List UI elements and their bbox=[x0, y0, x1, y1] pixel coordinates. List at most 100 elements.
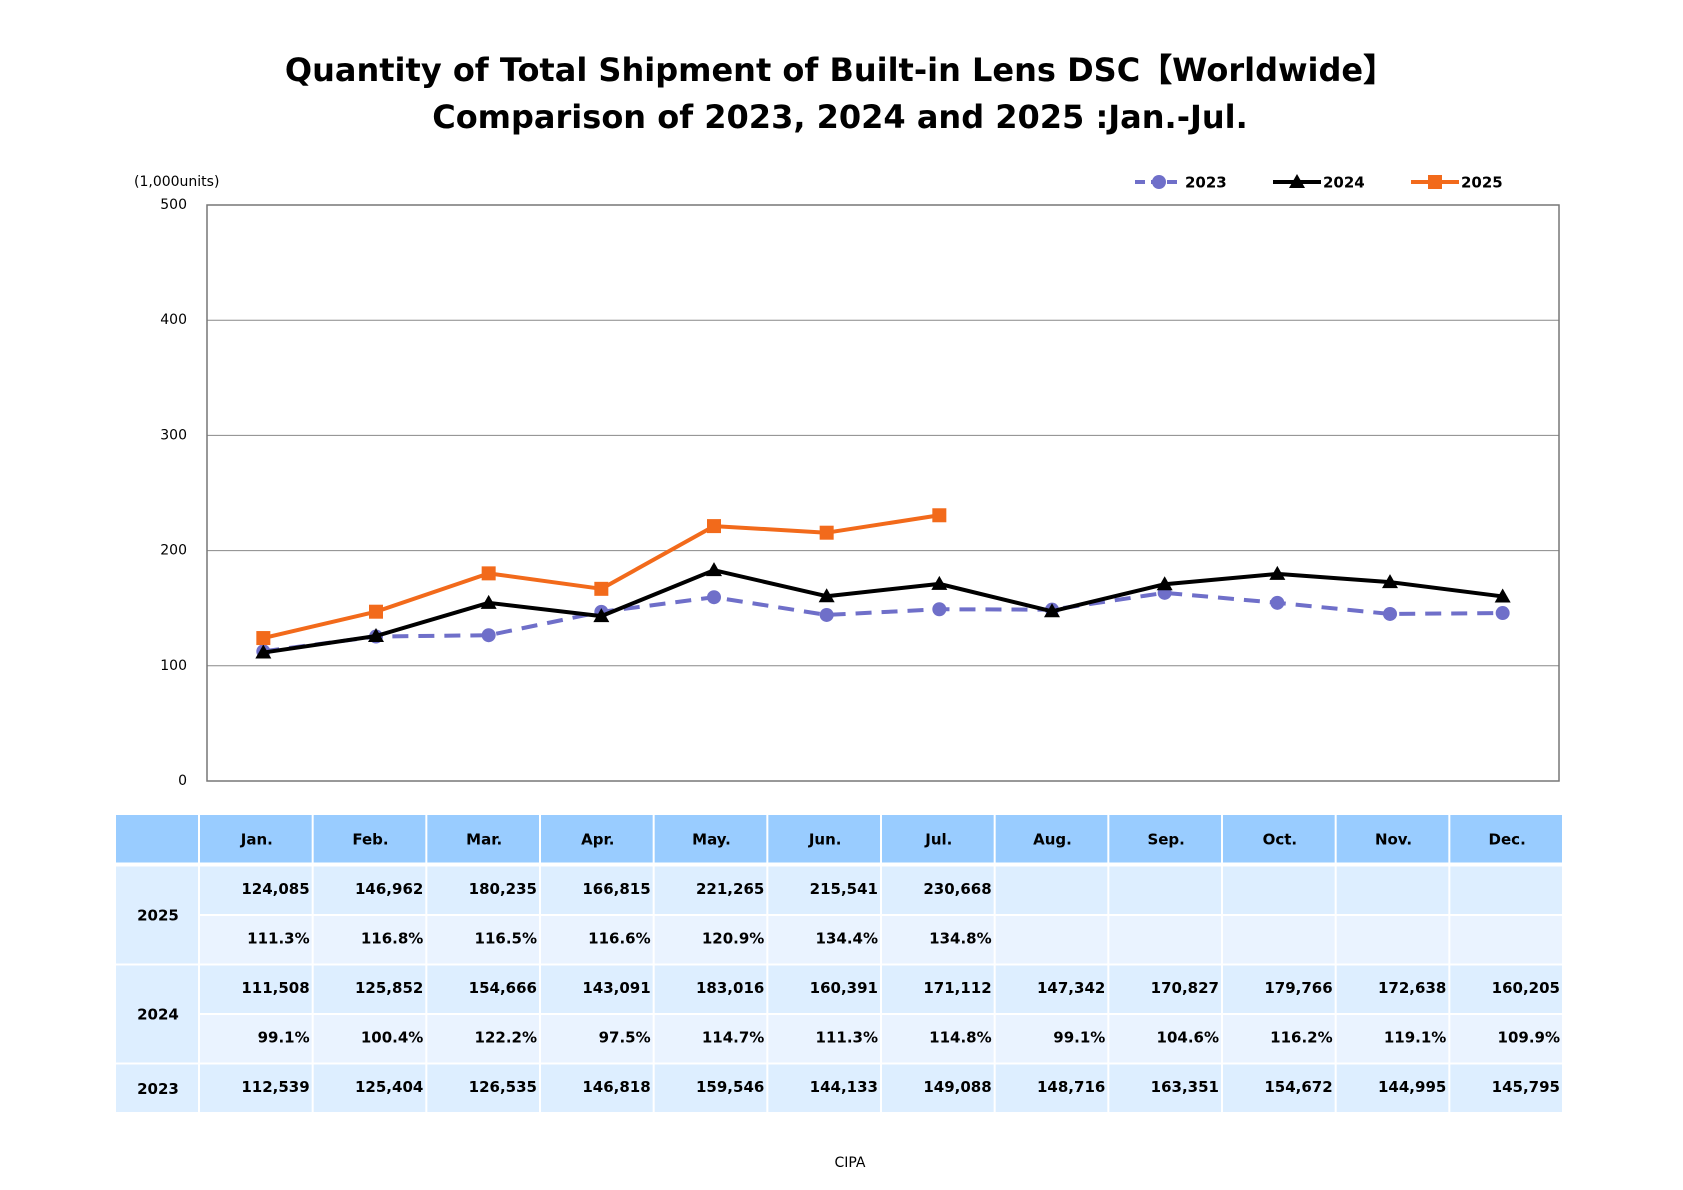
legend-label: 2025 bbox=[1461, 174, 1503, 192]
table-cell bbox=[313, 965, 426, 1013]
data-point bbox=[1495, 606, 1510, 621]
data-point bbox=[1383, 606, 1397, 621]
table-header-label: Feb. bbox=[352, 830, 388, 848]
table-cell bbox=[1450, 1064, 1562, 1112]
table-cell bbox=[1223, 1015, 1335, 1063]
table-cell bbox=[200, 916, 312, 964]
table-row-label: 2025 bbox=[137, 907, 179, 925]
table-cell bbox=[995, 1064, 1108, 1112]
table-value: 104.6% bbox=[1157, 1028, 1219, 1046]
table-cell bbox=[541, 965, 653, 1013]
table-value: 119.1% bbox=[1384, 1028, 1446, 1046]
table-header-cell bbox=[427, 815, 539, 863]
y-tick-label: 0 bbox=[178, 773, 187, 789]
data-point bbox=[819, 607, 834, 622]
table-value: 134.8% bbox=[929, 929, 991, 947]
table-cell bbox=[1450, 965, 1562, 1013]
table-cell bbox=[882, 866, 994, 914]
y-tick-label: 400 bbox=[160, 312, 187, 328]
table-value: 112,539 bbox=[241, 1078, 309, 1096]
table-header-cell bbox=[882, 815, 994, 863]
table-cell bbox=[1336, 866, 1449, 914]
table-row-label: 2023 bbox=[137, 1080, 179, 1098]
table-header-label: Aug. bbox=[1033, 830, 1072, 848]
table-cell bbox=[1223, 965, 1335, 1013]
table-cell bbox=[1109, 1064, 1221, 1112]
table-value: 159,546 bbox=[696, 1078, 764, 1096]
table-cell bbox=[1223, 866, 1335, 914]
table-cell bbox=[1109, 916, 1221, 964]
table-cell bbox=[768, 916, 880, 964]
table-cell bbox=[541, 1064, 653, 1112]
table-value: 179,766 bbox=[1264, 979, 1332, 997]
table-value: 154,672 bbox=[1264, 1078, 1332, 1096]
table-value: 183,016 bbox=[696, 979, 764, 997]
table-cell bbox=[768, 1064, 880, 1112]
table-cell bbox=[1336, 916, 1449, 964]
table-header-cell bbox=[313, 815, 426, 863]
table-value: 148,716 bbox=[1037, 1078, 1105, 1096]
table-value: 111.3% bbox=[247, 929, 309, 947]
table-cell bbox=[1109, 965, 1221, 1013]
table-cell bbox=[1336, 965, 1449, 1013]
table-value: 145,795 bbox=[1492, 1078, 1560, 1096]
table-cell bbox=[427, 965, 539, 1013]
table-row-head bbox=[116, 965, 198, 1063]
table-value: 99.1% bbox=[258, 1028, 310, 1046]
table-value: 126,535 bbox=[469, 1078, 537, 1096]
legend-marker bbox=[1428, 175, 1442, 189]
data-point bbox=[707, 519, 721, 534]
table-value: 221,265 bbox=[696, 880, 764, 898]
data-point bbox=[1156, 576, 1173, 591]
table-cell bbox=[541, 1015, 653, 1063]
table-value: 114.7% bbox=[702, 1028, 764, 1046]
table-value: 124,085 bbox=[241, 880, 309, 898]
table-value: 116.2% bbox=[1270, 1028, 1332, 1046]
table-value: 171,112 bbox=[923, 979, 991, 997]
table-cell bbox=[200, 965, 312, 1013]
table-cell bbox=[313, 1015, 426, 1063]
table-value: 160,391 bbox=[810, 979, 878, 997]
table-cell bbox=[313, 916, 426, 964]
chart-subtitle: Comparison of 2023, 2024 and 2025 :Jan.-… bbox=[432, 98, 1248, 136]
table-header-cell bbox=[995, 815, 1108, 863]
data-point bbox=[932, 508, 947, 523]
table-cell bbox=[654, 965, 767, 1013]
table-value: 143,091 bbox=[582, 979, 650, 997]
table-value: 109.9% bbox=[1498, 1028, 1560, 1046]
table-cell bbox=[882, 965, 994, 1013]
table-value: 154,666 bbox=[469, 979, 537, 997]
table-value: 180,235 bbox=[469, 880, 537, 898]
data-point bbox=[931, 575, 948, 590]
table-cell bbox=[882, 1015, 994, 1063]
table-row-label: 2024 bbox=[137, 1006, 179, 1024]
table-header-cell bbox=[768, 815, 880, 863]
table-cell bbox=[427, 916, 539, 964]
data-point bbox=[818, 588, 835, 603]
table-cell bbox=[1109, 866, 1221, 914]
y-tick-label: 100 bbox=[160, 658, 187, 674]
table-value: 97.5% bbox=[599, 1028, 651, 1046]
legend-label: 2023 bbox=[1185, 174, 1227, 192]
table-value: 134.4% bbox=[816, 929, 878, 947]
table-value: 144,133 bbox=[810, 1078, 878, 1096]
y-tick-label: 200 bbox=[160, 543, 187, 559]
data-point bbox=[369, 604, 383, 619]
table-row-head bbox=[116, 1064, 198, 1112]
plot-frame bbox=[206, 204, 1560, 782]
table-cell bbox=[1336, 1015, 1449, 1063]
table-value: 160,205 bbox=[1492, 979, 1560, 997]
table-value: 111,508 bbox=[241, 979, 309, 997]
table-header-cell bbox=[116, 815, 198, 863]
y-tick-label: 300 bbox=[160, 427, 187, 443]
series-line bbox=[263, 590, 1503, 654]
table-header-label: Oct. bbox=[1263, 830, 1298, 848]
table-header-label: Jan. bbox=[240, 830, 273, 848]
table-value: 120.9% bbox=[702, 929, 764, 947]
table-cell bbox=[541, 866, 653, 914]
table-header-cell bbox=[200, 815, 312, 863]
data-point bbox=[368, 628, 384, 643]
table-value: 116.8% bbox=[361, 929, 423, 947]
table-value: 146,962 bbox=[355, 880, 423, 898]
